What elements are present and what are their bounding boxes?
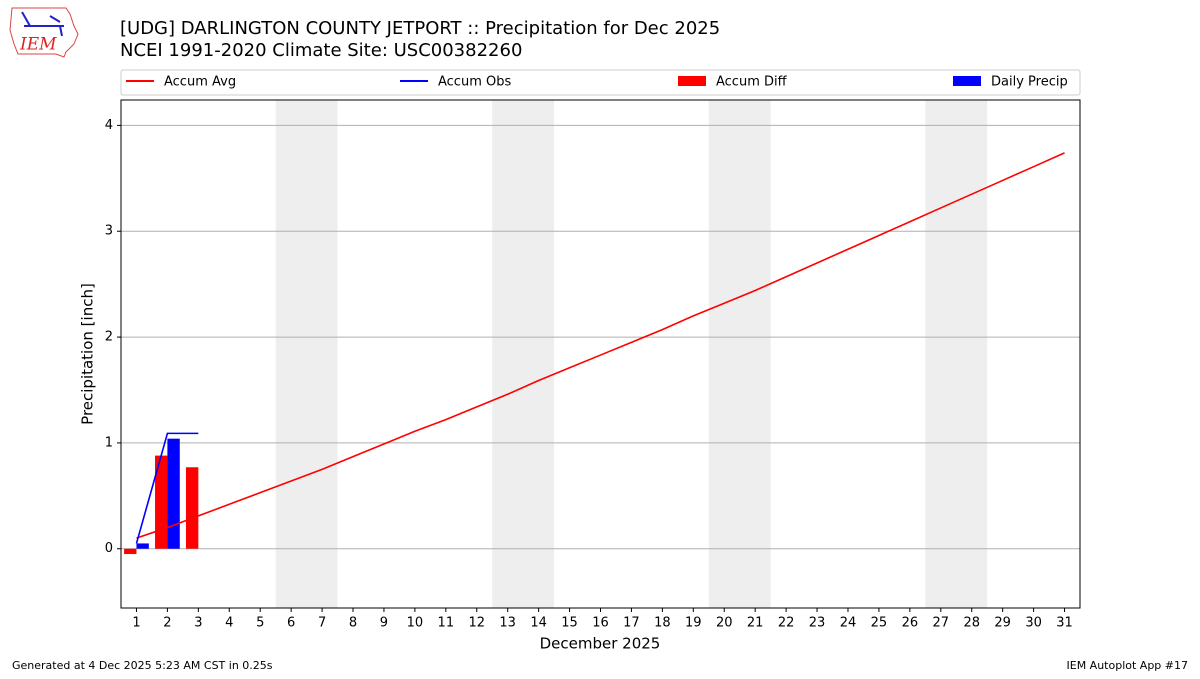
x-tick-label: 23 <box>809 616 826 631</box>
x-tick-label: 7 <box>318 616 326 631</box>
x-tick-label: 15 <box>561 616 578 631</box>
x-axis-label: December 2025 <box>540 635 661 653</box>
footer-left: Generated at 4 Dec 2025 5:23 AM CST in 0… <box>12 659 273 672</box>
x-tick-label: 1 <box>132 616 140 631</box>
x-tick-label: 8 <box>349 616 357 631</box>
legend-box <box>120 69 1081 96</box>
weekend-shade <box>925 100 988 608</box>
bar <box>155 455 168 549</box>
y-tick-label: 0 <box>105 541 113 556</box>
logo-icon <box>21 11 64 37</box>
x-tick-label: 28 <box>963 616 980 631</box>
x-tick-label: 17 <box>623 616 640 631</box>
y-tick-label: 1 <box>105 435 113 450</box>
x-tick-label: 14 <box>530 616 547 631</box>
x-tick-label: 4 <box>225 616 233 631</box>
x-tick-label: 16 <box>592 616 609 631</box>
x-tick-label: 6 <box>287 616 295 631</box>
chart-subtitle: NCEI 1991-2020 Climate Site: USC00382260 <box>120 40 522 61</box>
x-tick-label: 29 <box>994 616 1011 631</box>
x-tick-label: 5 <box>256 616 264 631</box>
y-tick-label: 3 <box>105 224 113 239</box>
legend-swatch <box>678 76 706 86</box>
logo: IEM <box>9 7 79 58</box>
y-tick-label: 2 <box>105 330 113 345</box>
x-tick-label: 24 <box>840 616 857 631</box>
y-tick-label: 4 <box>105 118 113 133</box>
x-tick-label: 19 <box>685 616 702 631</box>
logo-text: IEM <box>19 35 57 55</box>
bar <box>167 438 180 549</box>
legend-label: Accum Diff <box>716 75 788 90</box>
x-tick-label: 31 <box>1056 616 1073 631</box>
weekend-shade <box>492 100 555 608</box>
bar <box>136 543 149 549</box>
x-tick-label: 25 <box>871 616 888 631</box>
x-tick-label: 9 <box>380 616 388 631</box>
x-tick-label: 3 <box>194 616 202 631</box>
bar <box>124 548 137 555</box>
legend-label: Accum Avg <box>164 75 236 90</box>
line <box>135 432 199 544</box>
bar <box>185 467 199 549</box>
x-tick-label: 27 <box>933 616 950 631</box>
plot-frame <box>120 99 1081 609</box>
line <box>136 152 1065 539</box>
x-tick-label: 12 <box>468 616 485 631</box>
legend-label: Accum Obs <box>438 75 511 90</box>
weekend-shade <box>708 100 771 608</box>
x-tick-label: 18 <box>654 616 671 631</box>
legend-swatch <box>953 76 981 86</box>
x-tick-label: 13 <box>499 616 516 631</box>
x-tick-label: 26 <box>902 616 919 631</box>
y-axis-label: Precipitation [inch] <box>79 283 97 425</box>
x-tick-label: 21 <box>747 616 764 631</box>
x-tick-label: 30 <box>1025 616 1042 631</box>
x-tick-label: 10 <box>407 616 424 631</box>
weekend-shade <box>275 100 338 608</box>
x-tick-label: 2 <box>163 616 171 631</box>
footer-right: IEM Autoplot App #17 <box>1067 659 1189 672</box>
chart-title: [UDG] DARLINGTON COUNTY JETPORT :: Preci… <box>120 18 720 39</box>
legend-label: Daily Precip <box>991 75 1068 90</box>
x-tick-label: 20 <box>716 616 733 631</box>
x-tick-label: 11 <box>438 616 455 631</box>
x-tick-label: 22 <box>778 616 795 631</box>
